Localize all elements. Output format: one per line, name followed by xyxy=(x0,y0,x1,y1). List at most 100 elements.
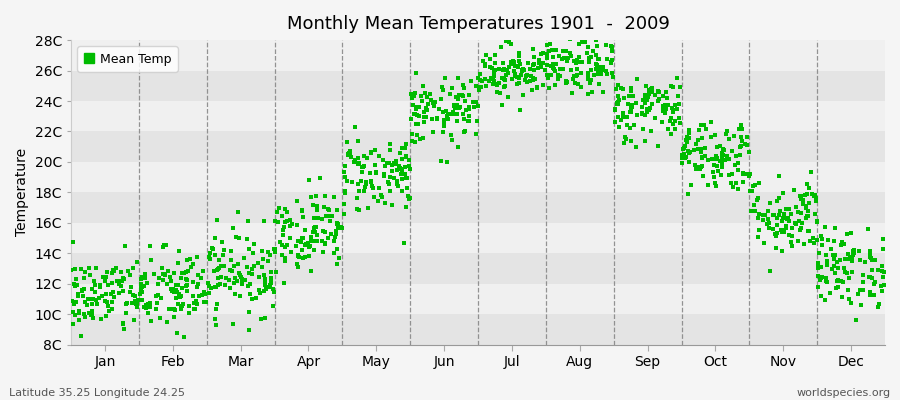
Point xyxy=(540,55,554,62)
Point xyxy=(477,76,491,83)
Point xyxy=(845,256,859,262)
Point xyxy=(801,212,815,219)
Point xyxy=(636,126,651,132)
Point xyxy=(824,246,839,252)
Point xyxy=(434,96,448,102)
Point xyxy=(798,205,813,211)
Point xyxy=(394,168,409,174)
Point xyxy=(590,68,605,74)
Point xyxy=(334,224,348,230)
Point xyxy=(211,275,225,282)
Point xyxy=(330,221,345,228)
Point xyxy=(350,195,365,202)
Point xyxy=(119,301,133,308)
Point xyxy=(710,155,724,161)
Point xyxy=(189,254,203,261)
Point xyxy=(663,118,678,124)
Point xyxy=(413,136,428,142)
Point xyxy=(85,308,99,314)
Point xyxy=(828,270,842,276)
Point xyxy=(425,115,439,122)
Point xyxy=(779,205,794,212)
Point xyxy=(294,208,309,214)
Point xyxy=(275,212,290,219)
Point xyxy=(372,152,386,159)
Point xyxy=(371,198,385,204)
Point xyxy=(416,134,430,141)
Point xyxy=(581,74,596,80)
Point xyxy=(166,286,180,292)
Point xyxy=(862,250,877,257)
Point xyxy=(576,29,590,35)
Point xyxy=(582,58,597,65)
Point xyxy=(74,266,88,272)
Point xyxy=(479,83,493,89)
Point xyxy=(875,288,889,294)
Point xyxy=(737,141,751,147)
Point xyxy=(807,210,822,217)
Point xyxy=(544,47,559,54)
Point xyxy=(713,143,727,150)
Point xyxy=(143,243,157,249)
Point xyxy=(337,169,351,176)
Point xyxy=(560,79,574,85)
Point xyxy=(679,154,693,160)
Point xyxy=(408,90,422,96)
Point xyxy=(794,193,808,200)
Point xyxy=(212,281,227,287)
Point xyxy=(825,266,840,272)
Point xyxy=(877,274,891,281)
Point xyxy=(164,278,178,284)
Point xyxy=(733,152,747,158)
Point xyxy=(176,285,190,291)
Point xyxy=(616,112,630,119)
Point xyxy=(223,257,238,264)
Point xyxy=(410,132,425,138)
Point xyxy=(462,104,476,110)
Point xyxy=(168,295,183,301)
Point xyxy=(457,98,472,104)
Point xyxy=(134,276,148,282)
Point xyxy=(240,282,255,289)
Point xyxy=(644,84,659,91)
Point xyxy=(411,120,426,127)
Point xyxy=(542,85,556,92)
Point xyxy=(847,250,861,256)
Point xyxy=(651,88,665,94)
Point xyxy=(526,74,540,81)
Point xyxy=(684,182,698,188)
Point xyxy=(484,75,499,81)
Point xyxy=(418,114,432,121)
Point xyxy=(769,245,783,251)
Point xyxy=(616,140,631,146)
Point xyxy=(589,66,603,73)
Point xyxy=(735,171,750,178)
Point xyxy=(264,280,278,286)
Point xyxy=(568,73,582,79)
Point xyxy=(760,216,775,222)
Point xyxy=(387,160,401,167)
Point xyxy=(409,106,423,112)
Point xyxy=(109,265,123,272)
Point xyxy=(811,265,825,271)
Point xyxy=(564,90,579,96)
Point xyxy=(394,156,409,162)
Point xyxy=(736,179,751,185)
Point xyxy=(169,330,184,336)
Point xyxy=(549,61,563,68)
Point xyxy=(335,225,349,231)
Bar xyxy=(71,253,885,284)
Point xyxy=(429,116,444,122)
Point xyxy=(414,92,428,99)
Point xyxy=(264,275,278,281)
Point xyxy=(731,186,745,192)
Point xyxy=(511,63,526,70)
Point xyxy=(402,196,417,202)
Point xyxy=(824,290,838,296)
Point xyxy=(524,72,538,79)
Point xyxy=(393,166,408,172)
Point xyxy=(707,174,722,180)
Point xyxy=(532,60,546,66)
Point xyxy=(661,102,675,108)
Point xyxy=(742,149,756,156)
